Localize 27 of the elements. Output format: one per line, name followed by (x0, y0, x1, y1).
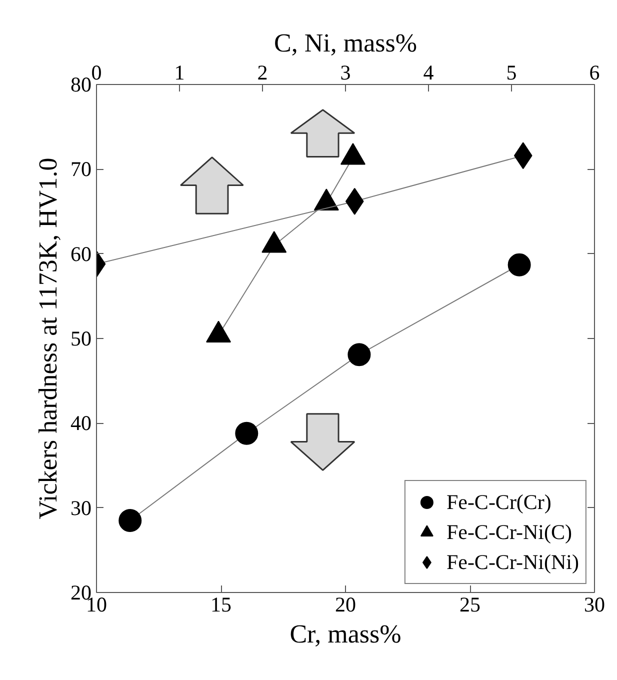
x2-tick-label: 6 (589, 60, 600, 84)
x2-tick-label: 4 (423, 60, 434, 84)
point (508, 253, 531, 276)
y-tick-label: 70 (70, 157, 92, 182)
y-axis-title: Vickers hardness at 1173K, HV1.0 (34, 158, 62, 520)
x-tick-label: 30 (584, 592, 605, 616)
x2-tick-label: 1 (174, 60, 185, 84)
x-axis-title: Cr, mass% (290, 620, 402, 648)
x-tick-label: 15 (210, 592, 232, 616)
x2-tick-label: 2 (257, 60, 268, 84)
x2-tick-label: 0 (91, 60, 102, 84)
x2-tick-label: 5 (506, 60, 517, 84)
legend-label: Fe-C-Cr-Ni(C) (446, 520, 572, 544)
legend-label: Fe-C-Cr(Cr) (446, 490, 552, 514)
y-tick-label: 30 (70, 496, 92, 520)
x2-tick-label: 3 (340, 60, 351, 84)
legend-label: Fe-C-Cr-Ni(Ni) (446, 550, 579, 574)
x-tick-label: 20 (335, 592, 356, 616)
point (348, 343, 371, 366)
y-tick-label: 40 (70, 411, 92, 436)
y-tick-label: 50 (70, 326, 92, 350)
point (118, 509, 142, 532)
x2-axis-title: C, Ni, mass% (274, 28, 417, 58)
point (235, 422, 258, 445)
x-tick-label: 25 (460, 592, 480, 616)
y-tick-label: 80 (70, 72, 92, 96)
y-tick-label: 60 (70, 242, 92, 266)
